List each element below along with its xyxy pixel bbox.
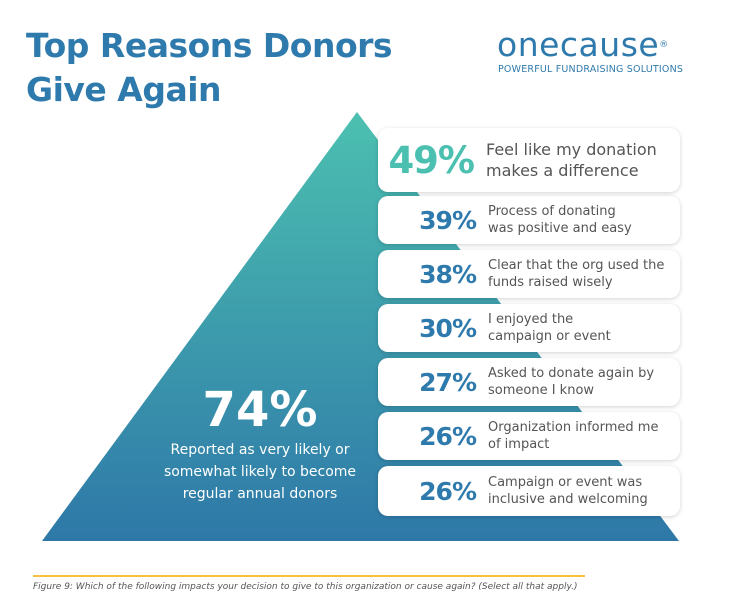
reason-card: 27% Asked to donate again by someone I kn… [378, 358, 680, 406]
reason-percent: 26% [419, 476, 477, 506]
figure-caption: Figure 9: Which of the following impacts… [33, 582, 578, 592]
reason-label: Feel like my donation makes a difference [486, 140, 657, 180]
reason-card: 26% Campaign or event was inclusive and w… [378, 466, 680, 516]
headline-text: Reported as very likely or somewhat like… [163, 442, 357, 502]
logo-tagline: POWERFUL FUNDRAISING SOLUTIONS [498, 64, 684, 75]
reason-card: 49% Feel like my donation makes a differe… [378, 128, 680, 192]
reason-label: I enjoyed the campaign or event [488, 312, 611, 344]
headline-percent: 74% [202, 382, 318, 438]
reason-card: 38% Clear that the org used the funds rai… [378, 250, 680, 298]
reason-percent: 38% [419, 259, 477, 289]
page-title: Top Reasons Donors Give Again [26, 24, 393, 112]
reason-percent: 27% [419, 367, 477, 397]
onecause-logo: onecause® [497, 25, 669, 64]
reason-label: Asked to donate again by someone I know [488, 366, 655, 398]
reason-card: 30% I enjoyed the campaign or event [378, 304, 680, 352]
reason-label: Campaign or event was inclusive and welco… [488, 475, 648, 507]
reason-percent: 26% [419, 421, 477, 451]
title-line-1: Top Reasons Donors [26, 26, 393, 65]
reason-label: Process of donating was positive and easy [488, 204, 632, 236]
reason-percent: 30% [419, 313, 477, 343]
caption-divider [33, 575, 585, 577]
reason-label: Organization informed me of impact [488, 420, 659, 452]
reason-card: 26% Organization informed me of impact [378, 412, 680, 460]
title-line-2: Give Again [26, 70, 222, 109]
reason-percent: 49% [388, 138, 475, 182]
reason-card: 39% Process of donating was positive and … [378, 196, 680, 244]
reason-label: Clear that the org used the funds raised … [488, 258, 665, 290]
logo-text: onecause [497, 25, 660, 64]
reason-percent: 39% [419, 205, 477, 235]
